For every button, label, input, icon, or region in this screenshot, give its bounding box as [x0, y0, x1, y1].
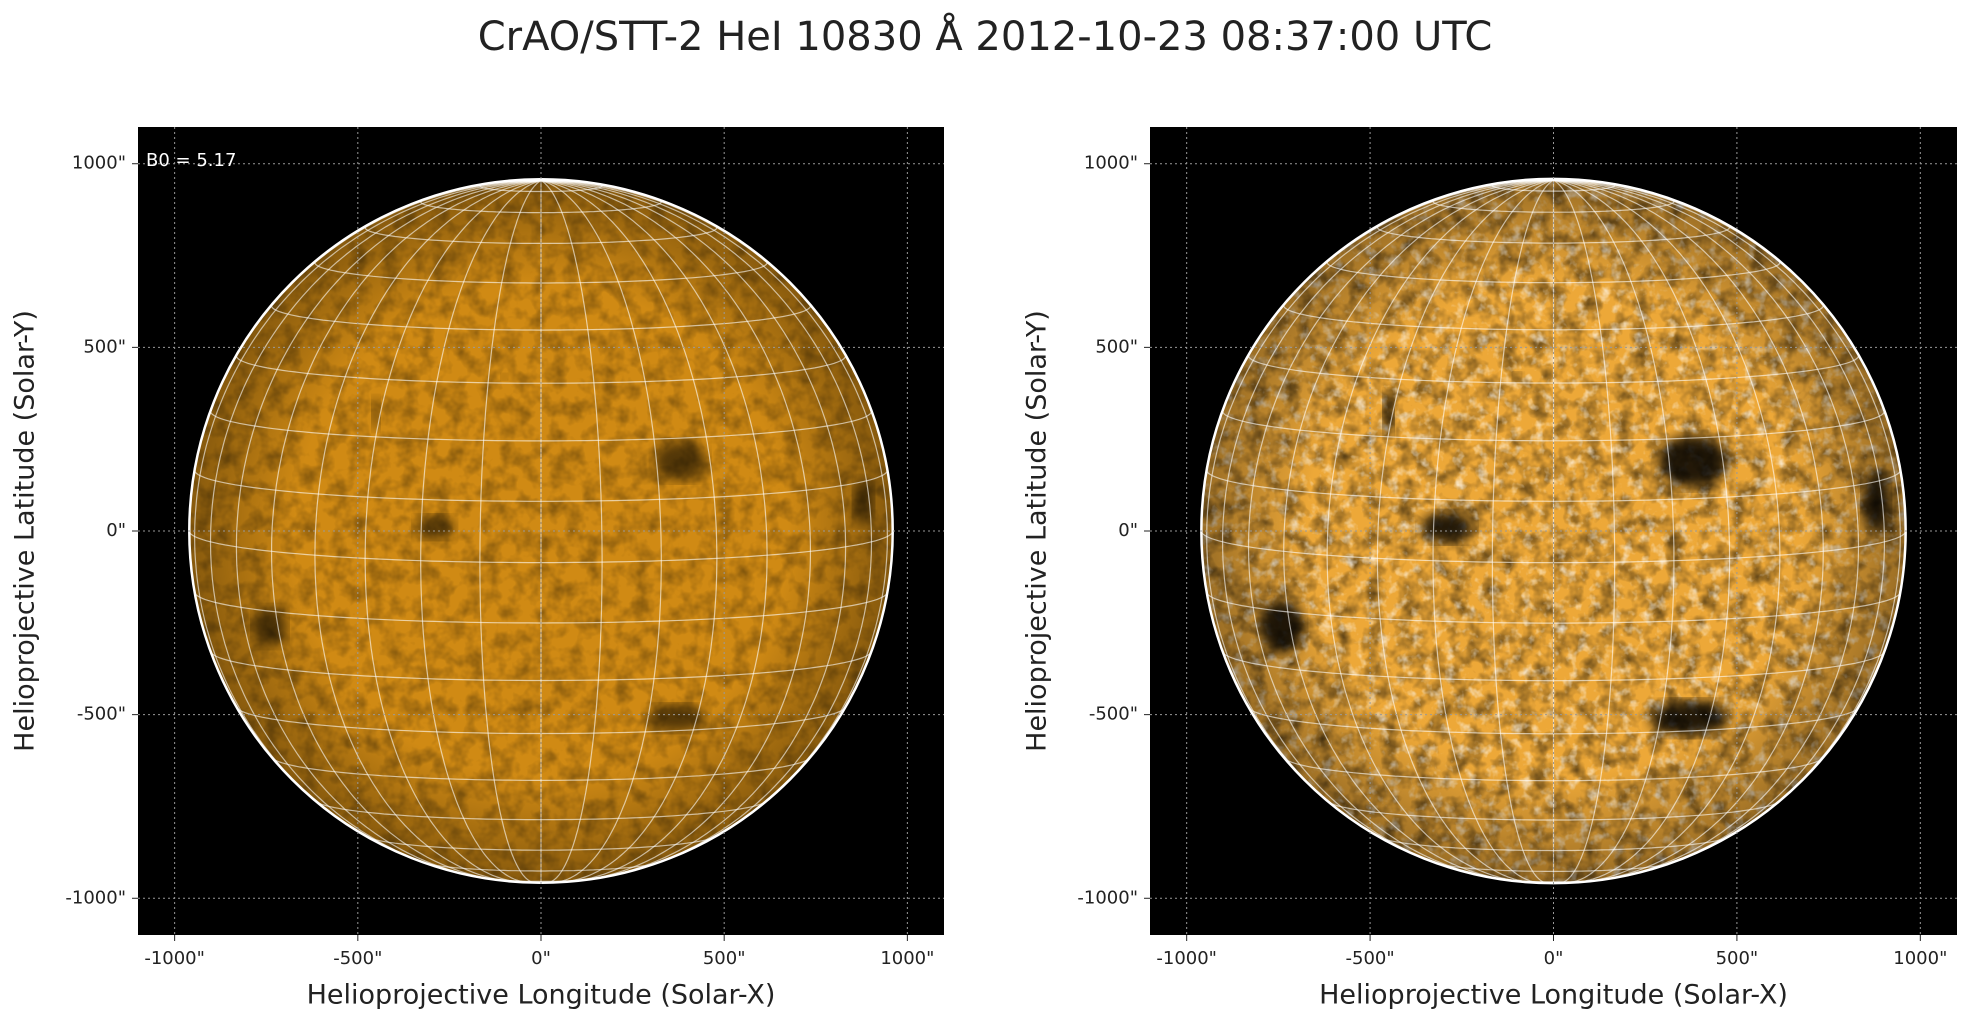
heliographic-grid: [270, 303, 812, 331]
heliographic-grid: [1553, 179, 1731, 884]
heliographic-grid: [194, 470, 888, 502]
heliographic-grid: [1222, 179, 1554, 874]
solar-disk: [189, 179, 893, 883]
heliographic-grid: [364, 180, 542, 883]
x-axis-label: Helioprojective Longitude (Solar-X): [1319, 980, 1788, 1011]
heliographic-grid: [235, 180, 542, 879]
heliographic-grid: [209, 180, 542, 873]
x-tick-label: 0": [531, 948, 551, 969]
y-axis-label: Helioprojective Latitude (Solar-Y): [1022, 310, 1053, 752]
heliographic-grid: [1206, 469, 1901, 502]
heliographic-grid: [1553, 179, 1885, 874]
heliographic-grid: [1326, 179, 1554, 883]
heliographic-grid: [314, 180, 542, 883]
x-tick-label: -1000": [1156, 948, 1217, 969]
axes: [1150, 127, 1957, 935]
heliographic-grid: [367, 836, 715, 851]
heliographic-grid: [1491, 182, 1616, 192]
x-tick-label: 500": [1716, 948, 1759, 969]
heliographic-grid: [1553, 179, 1860, 879]
heliographic-grid: [1437, 863, 1670, 872]
heliographic-grid: [540, 180, 873, 873]
y-tick-label: 500": [1095, 336, 1138, 357]
heliographic-grid: [1206, 179, 1554, 844]
heliographic-grid: [479, 182, 603, 193]
heliographic-grid: [540, 180, 811, 882]
y-tick-label: 0": [1118, 520, 1138, 541]
heliographic-grid: [1553, 179, 1781, 883]
heliographic-grid: [1283, 303, 1824, 331]
heliographic-grid: [272, 758, 810, 781]
y-axis-label: Helioprojective Latitude (Solar-Y): [10, 310, 41, 752]
heliographic-grid: [1553, 179, 1901, 844]
annotation: B0 = 5.17: [146, 150, 236, 171]
heliographic-grid: [209, 411, 873, 442]
heliographic-grid: [193, 180, 542, 844]
y-tick-label: 500": [83, 336, 126, 357]
x-tick-label: 1000": [880, 948, 934, 969]
heliographic-grid: [1329, 801, 1778, 821]
solar-disk: [1201, 178, 1906, 884]
heliographic-grid: [540, 180, 889, 844]
x-tick-label: -500": [333, 948, 382, 969]
heliographic-grid: [210, 651, 872, 682]
x-tick-label: -500": [1346, 948, 1395, 969]
x-tick-label: 0": [1544, 948, 1564, 969]
heliographic-grid: [540, 180, 718, 883]
y-tick-label: -1000": [1077, 887, 1138, 908]
y-tick-label: -500": [1089, 704, 1138, 725]
y-tick-label: 0": [106, 520, 126, 541]
y-tick-label: -500": [77, 704, 126, 725]
heliographic-grid: [1376, 179, 1554, 884]
heliographic-grid: [1283, 179, 1554, 882]
heliographic-grid: [316, 801, 766, 821]
x-tick-label: -1000": [144, 948, 205, 969]
heliographic-grid: [1247, 179, 1554, 879]
heliographic-grid: [1553, 179, 1675, 884]
x-tick-label: 500": [703, 948, 746, 969]
heliographic-grid: [420, 180, 542, 883]
heliographic-grid: [1222, 410, 1885, 442]
heliographic-grid: [1553, 179, 1824, 882]
y-tick-label: -1000": [65, 887, 126, 908]
heliographic-grid: [1553, 179, 1616, 884]
heliographic-grid: [479, 180, 542, 883]
heliographic-grid: [425, 862, 657, 872]
figure-title: CrAO/STT-2 HeI 10830 Å 2012-10-23 08:37:…: [478, 12, 1493, 60]
heliographic-grid: [1432, 179, 1554, 884]
heliographic-grid: [1284, 758, 1823, 782]
heliographic-grid: [540, 180, 662, 883]
y-tick-label: 1000": [72, 153, 126, 174]
heliographic-grid: [540, 180, 603, 883]
heliographic-grid: [271, 180, 542, 882]
heliographic-grid: [540, 180, 768, 883]
heliographic-grid: [1379, 836, 1728, 852]
x-tick-label: 1000": [1893, 948, 1947, 969]
heliographic-grid: [1222, 651, 1885, 682]
heliographic-grid: [1491, 179, 1554, 884]
heliographic-grid: [540, 180, 847, 879]
x-axis-label: Helioprojective Longitude (Solar-X): [307, 980, 776, 1011]
y-tick-label: 1000": [1084, 153, 1138, 174]
axes: [138, 127, 944, 935]
